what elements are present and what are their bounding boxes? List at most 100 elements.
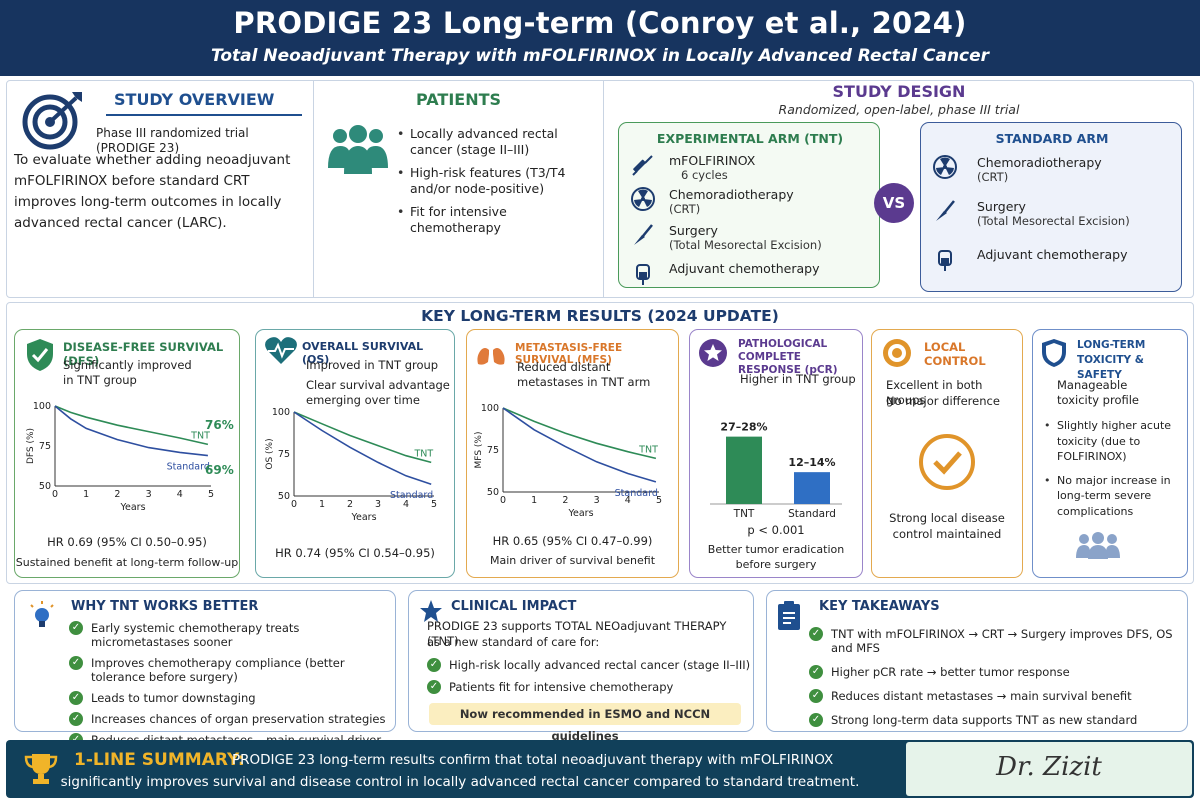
os-chart: 0 1 2 3 4 5 50 75 100 Years OS (%) TNT Standard bbox=[265, 407, 437, 523]
series-label: Standard bbox=[615, 488, 658, 499]
series-line-standard bbox=[502, 407, 657, 483]
x-tick-label: 5 bbox=[431, 499, 437, 510]
top-section bbox=[6, 80, 1194, 298]
toxicity-card: LONG-TERM TOXICITY & SAFETY Manageable t… bbox=[1032, 329, 1188, 578]
y-axis-label: MFS (%) bbox=[474, 432, 484, 469]
star-icon bbox=[420, 600, 442, 622]
list-item: High-risk features (T3/T4 and/or node-po… bbox=[396, 165, 596, 196]
y-tick-label: 100 bbox=[481, 403, 499, 414]
clinical-impact-lead-2: as a new standard of care for: bbox=[427, 635, 600, 649]
mfs-note: Main driver of survival benefit bbox=[489, 554, 656, 567]
mfs-card: METASTASIS-FREE SURVIVAL (MFS) Reduced d… bbox=[466, 329, 679, 578]
x-axis-label: Years bbox=[350, 512, 376, 523]
key-takeaways-list: ✓ TNT with mFOLFIRINOX → CRT → Surgery im… bbox=[809, 627, 1185, 727]
signature: Dr. Zizit bbox=[996, 752, 1102, 782]
local-control-desc-2: No major difference bbox=[886, 394, 1000, 408]
x-tick-label: 1 bbox=[531, 495, 537, 506]
local-control-title: LOCAL CONTROL bbox=[924, 340, 986, 368]
shield-icon bbox=[1042, 339, 1066, 367]
x-tick-label: 4 bbox=[177, 489, 183, 500]
x-tick-label: 5 bbox=[208, 489, 214, 500]
os-card: OVERALL SURVIVAL (OS) Improved in TNT gr… bbox=[255, 329, 455, 578]
list-item: ✓ TNT with mFOLFIRINOX → CRT → Surgery im… bbox=[809, 627, 1185, 655]
x-tick-label: 0 bbox=[52, 489, 58, 500]
standard-arm-card: STANDARD ARM Chemoradiotherapy (CRT) Surg… bbox=[920, 122, 1182, 292]
list-item: ✓ Increases chances of organ preservation… bbox=[69, 712, 395, 726]
dfs-title: DISEASE-FREE SURVIVAL (DFS) bbox=[63, 340, 224, 368]
list-item: No major increase in long-term severe co… bbox=[1043, 473, 1183, 520]
series-label: TNT bbox=[190, 430, 210, 441]
local-control-desc-1: Excellent in both groups bbox=[886, 378, 983, 407]
why-tnt-list: ✓ Early systemic chemotherapy treats micr… bbox=[69, 621, 395, 747]
dfs-card: DISEASE-FREE SURVIVAL (DFS) Significantl… bbox=[14, 329, 240, 578]
clinical-impact-lead-1: PRODIGE 23 supports TOTAL NEOadjuvant TH… bbox=[427, 619, 727, 648]
check-icon: ✓ bbox=[809, 665, 823, 679]
series-label: Standard bbox=[167, 462, 210, 473]
mfs-desc: Reduced distant metastases in TNT arm bbox=[517, 360, 651, 389]
summary-line-2: significantly improves survival and dise… bbox=[60, 774, 860, 790]
list-item: ✓ Early systemic chemotherapy treats micr… bbox=[69, 621, 395, 649]
os-title: OVERALL SURVIVAL (OS) bbox=[302, 340, 424, 366]
trial-type: Phase III randomized trial (PRODIGE 23) bbox=[96, 126, 249, 155]
study-design-subtitle: Randomized, open-label, phase III trial bbox=[778, 102, 1020, 117]
check-icon: ✓ bbox=[427, 658, 441, 672]
x-tick-label: 1 bbox=[319, 499, 325, 510]
y-tick-label: 100 bbox=[33, 401, 51, 412]
clinical-impact-card: CLINICAL IMPACT PRODIGE 23 supports TOTA… bbox=[408, 590, 754, 743]
results-section-frame bbox=[6, 302, 1194, 584]
x-tick-label: 3 bbox=[594, 495, 600, 506]
study-aim: To evaluate whether adding neoadjuvant m… bbox=[14, 152, 291, 231]
star-badge-icon bbox=[699, 339, 727, 367]
list-item: Slightly higher acute toxicity (due to F… bbox=[1043, 418, 1183, 465]
check-icon: ✓ bbox=[69, 691, 83, 705]
pcr-card: PATHOLOGICAL COMPLETE RESPONSE (pCR) Hig… bbox=[689, 329, 863, 578]
pcr-bar-chart: 27–28% TNT 12–14% Standard bbox=[710, 421, 842, 520]
check-icon: ✓ bbox=[69, 621, 83, 635]
shield-check-icon bbox=[27, 339, 53, 371]
bar-tnt bbox=[726, 436, 762, 504]
vs-badge: VS bbox=[874, 183, 914, 223]
target-icon bbox=[22, 92, 82, 150]
toxicity-title: LONG-TERM TOXICITY & SAFETY bbox=[1077, 339, 1146, 381]
series-line-standard bbox=[54, 405, 208, 457]
list-item: ✓ Strong long-term data supports TNT as n… bbox=[809, 713, 1185, 727]
study-design-title: STUDY DESIGN bbox=[832, 82, 966, 101]
page-subtitle: Total Neoadjuvant Therapy with mFOLFIRIN… bbox=[210, 46, 990, 66]
summary-label: 1-LINE SUMMARY: bbox=[74, 750, 245, 770]
y-tick-label: 50 bbox=[487, 487, 499, 498]
list-item: Fit for intensive chemotherapy bbox=[396, 204, 596, 235]
radiation-icon bbox=[933, 155, 957, 179]
check-icon: ✓ bbox=[69, 656, 83, 670]
y-axis-label: DFS (%) bbox=[26, 428, 36, 464]
y-tick-label: 50 bbox=[39, 481, 51, 492]
summary-line-1: PRODIGE 23 long-term results confirm tha… bbox=[232, 752, 834, 768]
checkmark-circle-icon bbox=[919, 434, 975, 490]
lightbulb-icon bbox=[30, 601, 54, 627]
study-design-section: STUDY DESIGN Randomized, open-label, pha… bbox=[606, 82, 1192, 296]
x-tick-label: 3 bbox=[375, 499, 381, 510]
pcr-desc: Higher in TNT group bbox=[740, 372, 856, 386]
scalpel-icon bbox=[634, 224, 653, 245]
pcr-note: Better tumor eradication before surgery bbox=[707, 543, 845, 571]
header-banner: PRODIGE 23 Long-term (Conroy et al., 202… bbox=[0, 0, 1200, 76]
x-axis-label: Years bbox=[119, 502, 145, 513]
study-overview-section: STUDY OVERVIEW Phase III randomized tria… bbox=[14, 84, 310, 294]
x-tick-label: 2 bbox=[114, 489, 120, 500]
list-item: Locally advanced rectal cancer (stage II… bbox=[396, 126, 596, 157]
bar-value-label: 27–28% bbox=[720, 421, 767, 434]
clinical-impact-title: CLINICAL IMPACT bbox=[451, 599, 577, 614]
clinical-impact-list: ✓ High-risk locally advanced rectal cance… bbox=[427, 658, 751, 694]
people-group-icon bbox=[1076, 532, 1120, 559]
standard-arm-title: STANDARD ARM bbox=[995, 131, 1109, 146]
series-label: TNT bbox=[638, 444, 658, 455]
dfs-desc: Significantly improved in TNT group bbox=[63, 358, 192, 387]
x-tick-label: 4 bbox=[403, 499, 409, 510]
x-tick-label: 1 bbox=[83, 489, 89, 500]
check-icon: ✓ bbox=[809, 689, 823, 703]
x-tick-label: 0 bbox=[500, 495, 506, 506]
check-icon: ✓ bbox=[809, 627, 823, 641]
dfs-tnt-value: 76% bbox=[205, 418, 234, 432]
os-hr: HR 0.74 (95% CI 0.54–0.95) bbox=[275, 546, 435, 560]
mfs-hr: HR 0.65 (95% CI 0.47–0.99) bbox=[492, 534, 653, 548]
x-tick-label: 3 bbox=[146, 489, 152, 500]
